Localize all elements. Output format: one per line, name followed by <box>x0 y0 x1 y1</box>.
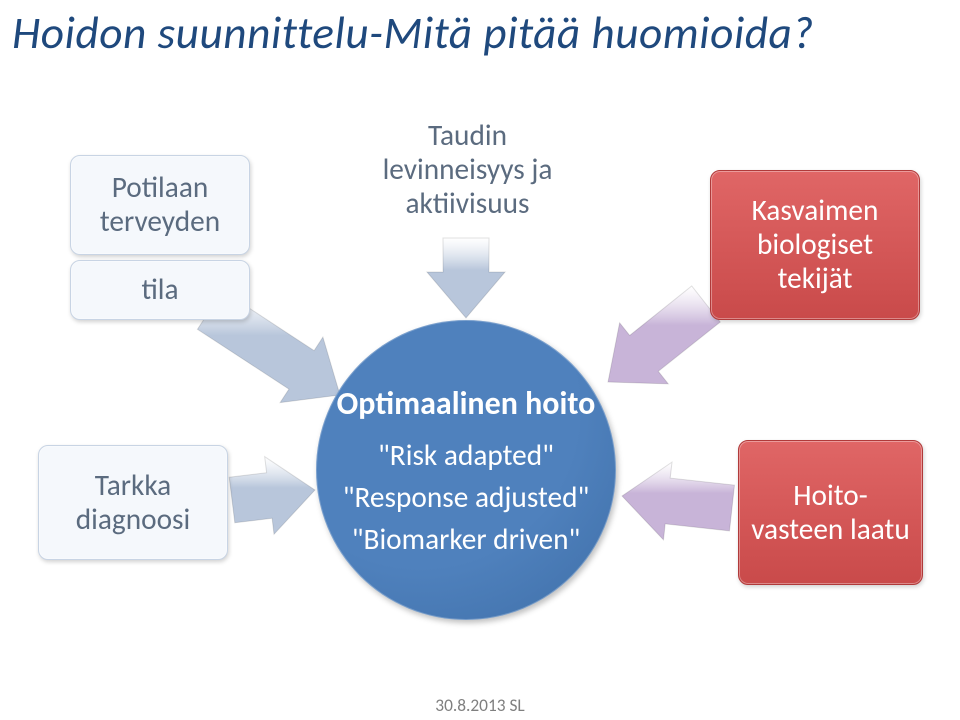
node-exact-diagnosis: Tarkka diagnoosi <box>38 445 228 560</box>
center-optimal-treatment: Optimaalinen hoito "Risk adapted" "Respon… <box>316 320 616 620</box>
arrow-from-tumor-biology <box>608 286 720 384</box>
arrow-from-diagnosis <box>229 457 315 535</box>
node-label: Tarkka diagnoosi <box>49 469 217 536</box>
node-patient-health: Potilaan terveyden <box>70 155 250 255</box>
node-label: tila <box>141 273 178 307</box>
node-label: Hoito-vasteen laatu <box>749 479 912 546</box>
node-tumor-biological-factors: Kasvaimen biologiset tekijät <box>710 170 920 320</box>
arrow-from-response-quality <box>622 462 735 540</box>
center-subline: "Response adjusted" <box>343 479 590 515</box>
node-label: Potilaan terveyden <box>81 171 239 238</box>
center-subline: "Biomarker driven" <box>343 521 590 557</box>
center-title: Optimaalinen hoito <box>337 384 596 423</box>
node-patient-health-sub: tila <box>70 260 250 320</box>
node-disease-stage-activity: Taudin levinneisyys ja aktiivisuus <box>350 105 585 235</box>
arrow-from-disease-stage <box>427 238 505 318</box>
node-label: Taudin levinneisyys ja aktiivisuus <box>361 119 574 220</box>
footer-date-author: 30.8.2013 SL <box>0 694 960 716</box>
node-treatment-response-quality: Hoito-vasteen laatu <box>738 440 923 585</box>
node-label: Kasvaimen biologiset tekijät <box>721 194 909 295</box>
slide-stage: Hoidon suunnittelu-Mitä pitää huomioida?… <box>0 0 960 720</box>
center-subline: "Risk adapted" <box>343 437 590 473</box>
